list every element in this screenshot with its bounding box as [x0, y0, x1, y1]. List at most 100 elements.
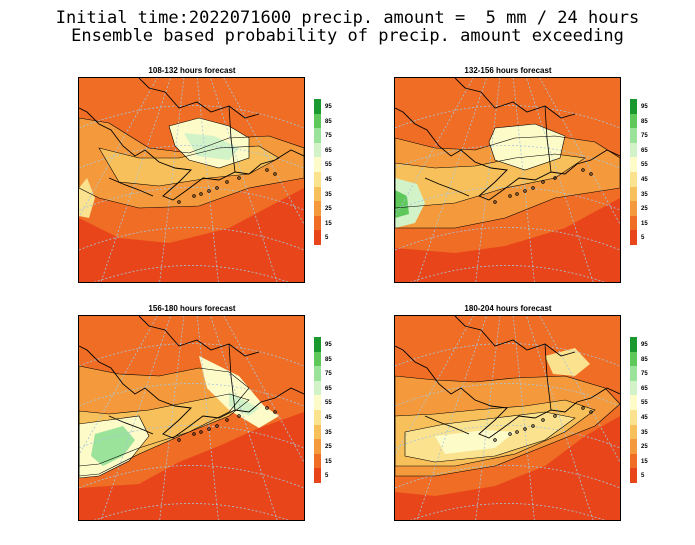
colorbar-swatch: [314, 453, 321, 469]
map-canvas: [395, 78, 620, 282]
map-canvas: [79, 316, 304, 520]
probability-map: [78, 315, 305, 521]
probability-contours: [395, 375, 620, 477]
colorbar-tick-label: 75: [641, 371, 648, 378]
colorbar-tick-label: 55: [325, 400, 332, 407]
colorbar-tick-label: 65: [641, 385, 648, 392]
colorbar-tick-label: 95: [641, 104, 648, 110]
colorbar-swatch: [630, 215, 637, 231]
coastlines: [79, 78, 304, 204]
colorbar-tick-label: 15: [641, 220, 648, 227]
colorbar-swatch: [314, 186, 321, 202]
colorbar-swatch: [314, 172, 321, 187]
forecast-panel-156-180: 156-180 hours forecast 95 85 75 65 55 45 35 25 1…: [78, 304, 388, 534]
probability-map: [394, 315, 621, 521]
colorbar-tick-label: 45: [325, 415, 332, 421]
colorbar-tick-label: 55: [641, 162, 648, 169]
colorbar-swatch: [314, 230, 321, 246]
colorbar-tick-label: 45: [641, 415, 648, 421]
map-canvas: [395, 316, 620, 520]
coastlines: [395, 78, 620, 204]
colorbar-swatch: [630, 395, 637, 411]
forecast-panel-108-132: 108-132 hours forecast 95 85 75 65 55 45 35 25 1…: [78, 66, 388, 296]
colorbar-tick-label: 35: [641, 191, 648, 198]
colorbar-tick-label: 5: [325, 235, 329, 242]
colorbar-tick-label: 65: [325, 147, 332, 154]
colorbar-swatch: [630, 424, 637, 440]
probability-fill: [545, 348, 590, 376]
colorbar-tick-label: 25: [325, 444, 332, 451]
colorbar-swatch: [630, 113, 637, 129]
probability-fill: [91, 426, 135, 466]
colorbar-swatch: [630, 172, 637, 187]
probability-fill: [395, 154, 585, 208]
colorbar-swatch: [314, 351, 321, 367]
colorbar-swatch: [314, 410, 321, 425]
panel-title: 156-180 hours forecast: [148, 304, 236, 313]
colorbar-tick-label: 25: [325, 206, 332, 213]
colorbar-swatch: [314, 395, 321, 411]
colorbar-tick-label: 75: [641, 133, 648, 140]
colorbar-swatch: [630, 468, 637, 484]
colorbar-swatch: [314, 99, 321, 114]
colorbar-tick-label: 5: [641, 473, 645, 480]
colorbar-tick-label: 45: [641, 177, 648, 183]
colorbar-swatch: [314, 215, 321, 231]
colorbar-tick-label: 75: [325, 371, 332, 378]
colorbar-tick-label: 25: [641, 206, 648, 213]
panel-title: 108-132 hours forecast: [148, 66, 236, 75]
colorbar-tick-label: 15: [325, 220, 332, 227]
colorbar-swatch: [314, 439, 321, 455]
colorbar-swatch: [314, 201, 321, 217]
panel-title: 132-156 hours forecast: [464, 66, 552, 75]
panel-title: 180-204 hours forecast: [464, 304, 552, 313]
colorbar-swatch: [630, 410, 637, 425]
colorbar-swatch: [314, 337, 321, 352]
colorbar-swatch: [314, 128, 321, 144]
main-title-line2: Ensemble based probability of precip. am…: [71, 26, 624, 46]
colorbar-swatch: [630, 230, 637, 246]
colorbar-tick-label: 95: [325, 104, 332, 110]
colorbar-tick-label: 25: [641, 444, 648, 451]
coastlines: [79, 316, 304, 442]
graticule-lines: [395, 316, 620, 520]
colorbar-tick-label: 5: [325, 473, 329, 480]
graticule-lines: [79, 316, 304, 520]
colorbar-tick-label: 95: [325, 342, 332, 348]
colorbar-swatch: [314, 424, 321, 440]
forecast-panel-180-204: 180-204 hours forecast 95 85 75 65 55 45 35 25 1…: [394, 304, 695, 534]
colorbar-tick-label: 95: [641, 342, 648, 348]
colorbar-tick-label: 75: [325, 133, 332, 140]
colorbar-swatch: [314, 157, 321, 173]
colorbar-swatch: [630, 201, 637, 217]
probability-contours: [395, 123, 620, 229]
colorbar-swatch: [630, 453, 637, 469]
colorbar-tick-label: 85: [325, 118, 332, 125]
colorbar-tick-label: 5: [641, 235, 645, 242]
colorbar-tick-label: 35: [325, 191, 332, 198]
probability-fill: [489, 124, 565, 170]
colorbar-tick-label: 65: [641, 147, 648, 154]
colorbar-swatch: [630, 337, 637, 352]
colorbar-tick-label: 85: [641, 118, 648, 125]
probability-map: [394, 77, 621, 283]
probability-map: [78, 77, 305, 283]
colorbar-tick-label: 85: [641, 356, 648, 363]
colorbar-tick-label: 55: [641, 400, 648, 407]
colorbar-tick-label: 15: [641, 458, 648, 465]
colorbar-swatch: [630, 366, 637, 382]
coastlines: [395, 316, 620, 442]
colorbar-swatch: [314, 113, 321, 129]
colorbar-swatch: [630, 142, 637, 158]
forecast-panel-132-156: 132-156 hours forecast 95 85 75 65 55 45 35 25 1…: [394, 66, 695, 296]
main-title-line1: Initial time:2022071600 precip. amount =…: [55, 8, 640, 28]
colorbar-tick-label: 65: [325, 385, 332, 392]
colorbar-swatch: [630, 99, 637, 114]
colorbar-tick-label: 55: [325, 162, 332, 169]
probability-fill: [199, 356, 279, 428]
colorbar-swatch: [314, 468, 321, 484]
colorbar-swatch: [314, 366, 321, 382]
map-canvas: [79, 78, 304, 282]
colorbar-swatch: [630, 380, 637, 396]
colorbar-tick-label: 15: [325, 458, 332, 465]
